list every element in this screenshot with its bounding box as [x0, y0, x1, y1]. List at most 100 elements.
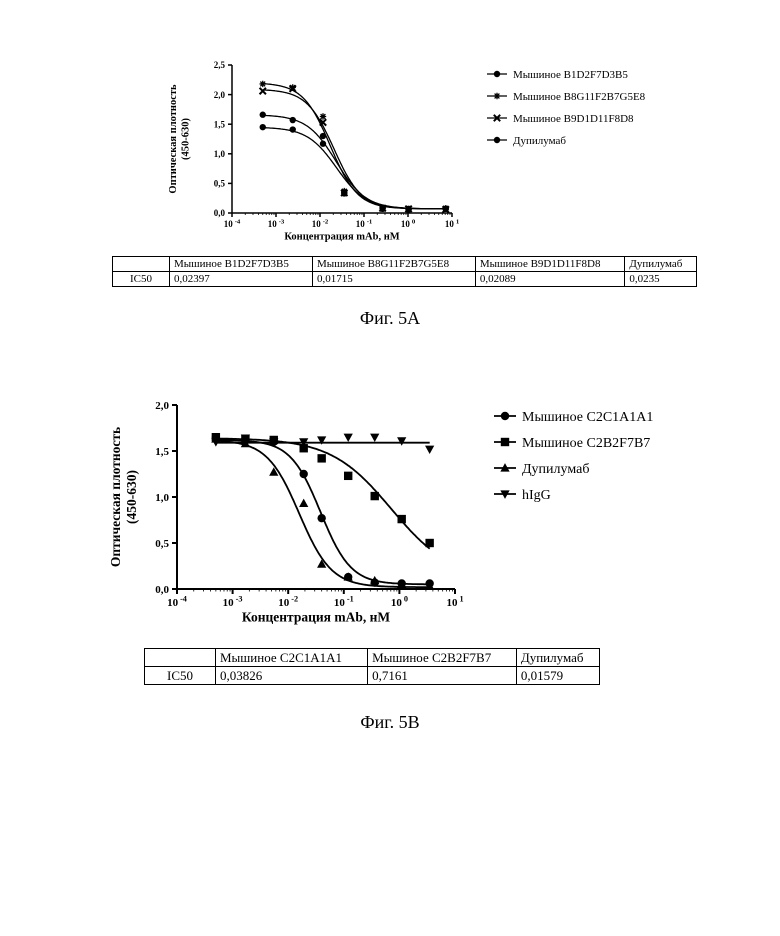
- x-tick-label: 10-4: [167, 595, 187, 609]
- legend: Мышиное C2C1A1A1 Мышиное C2B2F7B7 Дупилума…: [494, 410, 653, 503]
- ic50-table-5b: Мышиное C2C1A1A1 Мышиное C2B2F7B7 Дупилу…: [144, 648, 600, 685]
- x-tick-label: 10-4: [224, 218, 241, 229]
- legend-label: Мышиное B9D1D11F8D8: [513, 113, 634, 125]
- data-point: [317, 514, 325, 522]
- data-point: [379, 204, 385, 210]
- x-tick-label: 101: [445, 218, 460, 229]
- x-axis-label: Концентрация mAb, нМ: [284, 232, 399, 243]
- data-point: [494, 137, 500, 143]
- data-point: [425, 539, 433, 547]
- table-header-cell: Дупилумаб: [625, 257, 697, 272]
- legend-label: Мышиное C2B2F7B7: [522, 436, 650, 451]
- x-tick-label: 10-3: [268, 218, 285, 229]
- x-tick-label: 10-1: [334, 595, 354, 609]
- table-cell: 0,02089: [475, 272, 625, 287]
- y-tick-label: 1,0: [214, 149, 226, 159]
- data-point: [425, 446, 434, 454]
- legend-label: Дупилумаб: [513, 135, 566, 147]
- x-tick-label: 10-3: [223, 595, 243, 609]
- y-axis-label: Оптическая плотность(450-630): [168, 84, 192, 194]
- table-header-cell: Мышиное B9D1D11F8D8: [475, 257, 625, 272]
- data-point: [260, 81, 266, 87]
- figure-5a-panel: 0,00,51,01,52,02,510-410-310-210-1100101…: [0, 0, 780, 360]
- legend-label: Мышиное B1D2F7D3B5: [513, 69, 628, 81]
- table-header-row: Мышиное C2C1A1A1 Мышиное C2B2F7B7 Дупилу…: [145, 649, 600, 667]
- table-cell: 0,03826: [216, 667, 368, 685]
- table-header-cell: Мышиное C2B2F7B7: [368, 649, 517, 667]
- legend-label: hIgG: [522, 488, 551, 503]
- legend-label: Дупилумаб: [522, 462, 589, 477]
- data-point: [260, 124, 266, 130]
- y-tick-label: 2,0: [214, 90, 226, 100]
- data-point: [299, 470, 307, 478]
- x-tick-label: 101: [446, 595, 463, 609]
- table-cell: 0,01579: [516, 667, 599, 685]
- data-point: [290, 117, 296, 123]
- axes: 0,00,51,01,52,02,510-410-310-210-1100101…: [168, 60, 460, 242]
- fit-curve: [263, 84, 446, 209]
- x-tick-label: 10-1: [356, 218, 373, 229]
- table-row-label: IC50: [145, 667, 216, 685]
- x-axis-label: Концентрация mAb, нМ: [242, 610, 391, 625]
- series: [260, 124, 449, 213]
- table-header-cell: Дупилумаб: [516, 649, 599, 667]
- data-point: [443, 206, 449, 212]
- series: [260, 112, 449, 213]
- legend-label: Мышиное B8G11F2B7G5E8: [513, 91, 646, 103]
- table-cell: 0,7161: [368, 667, 517, 685]
- data-point: [317, 454, 325, 462]
- data-point: [290, 126, 296, 132]
- figure-5b-panel: 0,00,51,01,52,010-410-310-210-1100101Кон…: [0, 360, 780, 760]
- legend-label: Мышиное C2C1A1A1: [522, 410, 653, 425]
- data-point: [405, 206, 411, 212]
- ic50-table-5a: Мышиное B1D2F7D3B5 Мышиное B8G11F2B7G5E8…: [112, 256, 697, 287]
- data-point: [397, 437, 406, 445]
- table-header-cell: [113, 257, 170, 272]
- y-tick-label: 0,0: [155, 584, 169, 596]
- table-row: IC50 0,02397 0,01715 0,02089 0,0235: [113, 272, 697, 287]
- axes: 0,00,51,01,52,010-410-310-210-1100101Кон…: [108, 400, 464, 625]
- figure-caption-5b: Фиг. 5B: [0, 712, 780, 733]
- y-tick-label: 2,0: [155, 400, 169, 412]
- table-header-cell: [145, 649, 216, 667]
- y-tick-label: 0,0: [214, 208, 226, 218]
- y-axis-label: Оптическая плотность(450-630): [108, 427, 139, 567]
- x-tick-label: 10-2: [312, 218, 329, 229]
- data-point: [501, 412, 509, 420]
- table-header-cell: Мышиное C2C1A1A1: [216, 649, 368, 667]
- figure-5b-chart: 0,00,51,01,52,010-410-310-210-1100101Кон…: [0, 360, 780, 640]
- data-point: [344, 472, 352, 480]
- data-point: [260, 88, 266, 94]
- data-point: [371, 492, 379, 500]
- fit-curve: [263, 128, 446, 209]
- table-header-cell: Мышиное B8G11F2B7G5E8: [312, 257, 475, 272]
- table-cell: 0,01715: [312, 272, 475, 287]
- data-point: [320, 113, 326, 119]
- data-point: [494, 93, 500, 99]
- data-point: [260, 112, 266, 118]
- table-cell: 0,0235: [625, 272, 697, 287]
- table-header-cell: Мышиное B1D2F7D3B5: [170, 257, 313, 272]
- y-tick-label: 1,5: [214, 119, 226, 129]
- series: [260, 85, 449, 212]
- series: [260, 81, 449, 213]
- y-tick-label: 1,5: [155, 446, 169, 458]
- y-tick-label: 0,5: [155, 538, 169, 550]
- table-header-row: Мышиное B1D2F7D3B5 Мышиное B8G11F2B7G5E8…: [113, 257, 697, 272]
- data-point: [341, 189, 347, 195]
- figure-5a-chart: 0,00,51,01,52,02,510-410-310-210-1100101…: [0, 0, 780, 250]
- data-point: [320, 133, 326, 139]
- table-cell: 0,02397: [170, 272, 313, 287]
- data-point: [370, 434, 379, 442]
- data-point: [299, 499, 308, 507]
- data-point: [344, 434, 353, 442]
- data-point: [494, 71, 500, 77]
- table-row: IC50 0,03826 0,7161 0,01579: [145, 667, 600, 685]
- data-point: [501, 438, 509, 446]
- series: [212, 433, 434, 549]
- y-tick-label: 1,0: [155, 492, 169, 504]
- table-row-label: IC50: [113, 272, 170, 287]
- x-tick-label: 100: [401, 218, 416, 229]
- y-tick-label: 0,5: [214, 179, 226, 189]
- legend: Мышиное B1D2F7D3B5 Мышиное B8G11F2B7G5E8 М…: [487, 69, 646, 147]
